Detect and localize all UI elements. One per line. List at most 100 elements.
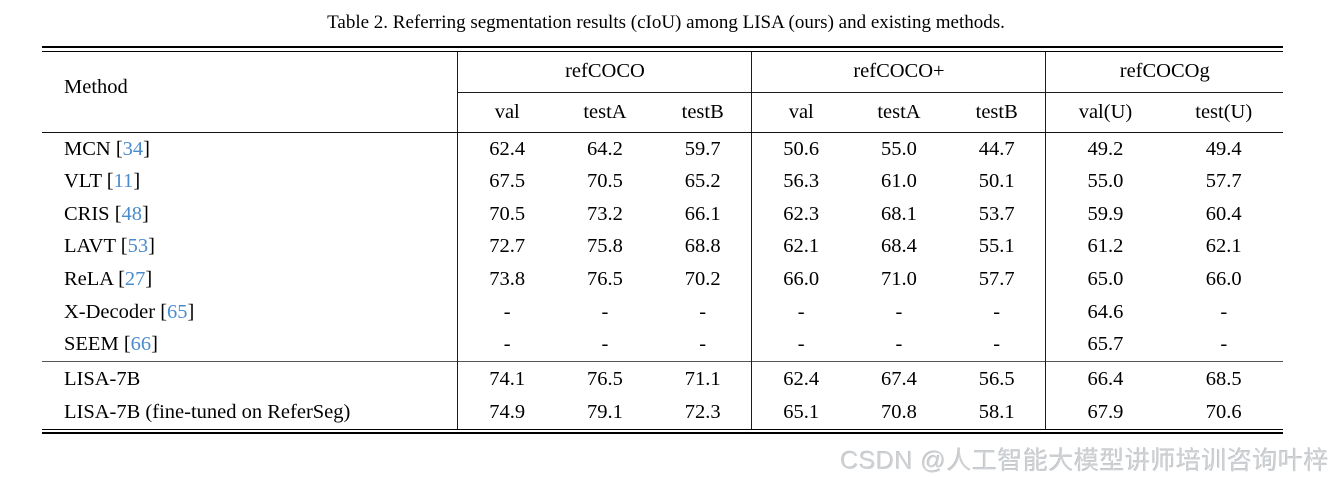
value-cell: - <box>895 333 903 356</box>
value-cell: 71.1 <box>653 360 753 397</box>
value-cell: 53.7 <box>947 197 1047 231</box>
value-cell: 73.8 <box>489 267 526 290</box>
method-cell: ReLA [27] <box>42 262 459 296</box>
value-cell: 56.5 <box>947 360 1047 397</box>
value-cell: 50.6 <box>783 137 820 160</box>
value-cell: - <box>947 328 1047 362</box>
table-top-rule <box>42 46 1283 52</box>
method-cell: CRIS [48] <box>42 197 459 231</box>
col-header-refcocog-val-u: val(U) <box>1045 92 1165 133</box>
value-cell: - <box>653 328 753 362</box>
value-cell: 65.7 <box>1087 333 1124 356</box>
value-cell: 66.0 <box>783 267 820 290</box>
citation-link[interactable]: 34 <box>122 137 144 160</box>
value-cell: 55.0 <box>1087 170 1124 193</box>
value-cell: 66.4 <box>1045 360 1165 397</box>
value-cell: 68.1 <box>881 202 917 225</box>
value-cell: 49.2 <box>1087 137 1124 160</box>
value-cell: 62.1 <box>1205 235 1242 258</box>
method-cell: LAVT [53] <box>42 230 459 263</box>
value-cell: - <box>601 333 609 356</box>
value-cell: 68.4 <box>881 235 917 258</box>
value-cell: - <box>895 300 903 323</box>
table-header: Method refCOCO refCOCO+ refCOCOg val tes… <box>42 51 1283 133</box>
col-header-refcoco-val: val <box>457 92 556 133</box>
col-header-refcoco-plus-val: val <box>751 92 850 133</box>
citation-link[interactable]: 66 <box>130 333 152 356</box>
group-header-refcoco: refCOCO <box>457 51 753 93</box>
citation-link[interactable]: 48 <box>121 202 143 225</box>
table-row: LISA-7B (fine-tuned on ReferSeg) 74.9 79.1… <box>42 396 1283 429</box>
watermark: CSDN @人工智能大模型讲师培训咨询叶梓 <box>840 447 1329 475</box>
citation-link[interactable]: 27 <box>124 267 146 290</box>
value-cell: - <box>1220 333 1228 356</box>
method-cell: LISA-7B (fine-tuned on ReferSeg) <box>42 396 459 429</box>
table-bottom-rule <box>42 428 1283 435</box>
value-cell: 68.5 <box>1164 360 1283 397</box>
table-row: LAVT [53] 72.7 75.8 68.8 62.1 68.4 55.1 61.2 62.… <box>42 230 1283 263</box>
value-cell: 57.7 <box>947 262 1047 296</box>
value-cell: 61.0 <box>881 170 917 193</box>
value-cell: 65.0 <box>1087 267 1124 290</box>
value-cell: 79.1 <box>587 401 623 424</box>
value-cell: 55.1 <box>947 230 1047 263</box>
value-cell: 59.9 <box>1087 202 1124 225</box>
value-cell: 65.1 <box>783 401 820 424</box>
value-cell: - <box>653 295 753 329</box>
value-cell: 44.7 <box>947 132 1047 166</box>
col-header-refcocog-test-u: test(U) <box>1164 92 1283 133</box>
value-cell: 74.9 <box>489 401 526 424</box>
value-cell: 62.3 <box>783 202 820 225</box>
value-cell: 67.5 <box>489 170 526 193</box>
value-cell: - <box>797 333 805 356</box>
value-cell: - <box>601 300 609 323</box>
table-row: MCN [34] 62.4 64.2 59.7 50.6 55.0 44.7 49.2 49.4 <box>42 132 1283 166</box>
value-cell: 64.2 <box>587 137 623 160</box>
col-header-refcoco-testb: testB <box>653 92 753 133</box>
table-body: MCN [34] 62.4 64.2 59.7 50.6 55.0 44.7 49.2 49.4… <box>42 132 1283 429</box>
value-cell: 60.4 <box>1205 202 1242 225</box>
table-container: Method refCOCO refCOCO+ refCOCOg val tes… <box>42 46 1283 435</box>
value-cell: - <box>947 295 1047 329</box>
value-cell: 70.8 <box>881 401 917 424</box>
table-row: CRIS [48] 70.5 73.2 66.1 62.3 68.1 53.7 59.9 60.… <box>42 197 1283 231</box>
value-cell: 59.7 <box>653 132 753 166</box>
value-cell: 62.4 <box>751 360 850 397</box>
value-cell: 62.4 <box>489 137 526 160</box>
method-cell: VLT [11] <box>42 165 459 198</box>
value-cell: 50.1 <box>947 165 1047 198</box>
value-cell: - <box>797 300 805 323</box>
value-cell: 70.5 <box>489 202 526 225</box>
value-cell: 73.2 <box>587 202 623 225</box>
value-cell: 67.9 <box>1087 401 1124 424</box>
citation-link[interactable]: 65 <box>167 300 188 323</box>
value-cell: 58.1 <box>947 396 1047 429</box>
group-header-refcoco-plus: refCOCO+ <box>751 51 1047 93</box>
col-header-refcoco-testa: testA <box>555 92 654 133</box>
citation-link[interactable]: 11 <box>113 170 134 193</box>
value-cell: 56.3 <box>783 170 820 193</box>
citation-link[interactable]: 53 <box>127 235 149 258</box>
value-cell: 66.0 <box>1205 267 1242 290</box>
value-cell: - <box>503 333 511 356</box>
value-cell: 57.7 <box>1205 170 1242 193</box>
method-cell: LISA-7B <box>42 360 459 397</box>
value-cell: 75.8 <box>587 235 623 258</box>
value-cell: 49.4 <box>1205 137 1242 160</box>
value-cell: 67.4 <box>849 360 948 397</box>
value-cell: 70.2 <box>653 262 753 296</box>
value-cell: 65.2 <box>653 165 753 198</box>
table-row: X-Decoder [65] - - - - - - 64.6 - <box>42 295 1283 329</box>
value-cell: 70.6 <box>1205 401 1242 424</box>
value-cell: 71.0 <box>881 267 917 290</box>
method-cell: X-Decoder [65] <box>42 295 459 329</box>
value-cell: 72.7 <box>489 235 526 258</box>
value-cell: 62.1 <box>783 235 820 258</box>
table-row: SEEM [66] - - - - - - 65.7 - <box>42 328 1283 362</box>
group-header-refcocog: refCOCOg <box>1045 51 1283 93</box>
value-cell: 72.3 <box>653 396 753 429</box>
table-caption: Table 2. Referring segmentation results … <box>327 12 1005 33</box>
sub-header-row: val testA testB val testA testB val(U) t… <box>42 92 1283 133</box>
value-cell: 70.5 <box>587 170 623 193</box>
value-cell: 55.0 <box>881 137 917 160</box>
